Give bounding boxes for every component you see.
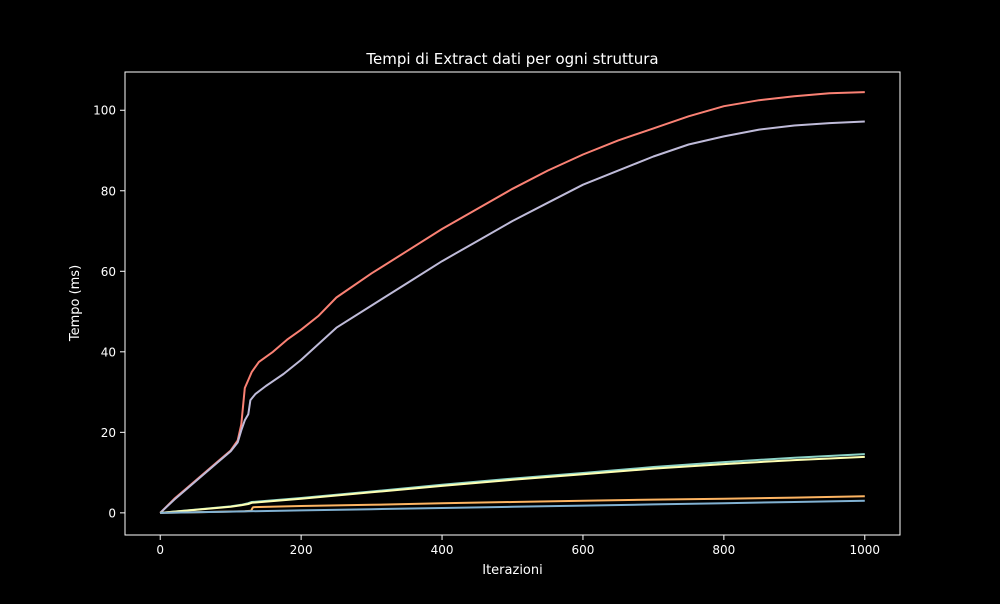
x-tick-label: 800 [712,543,735,557]
x-tick-label: 400 [431,543,454,557]
series-layer [159,91,865,514]
x-tick-label: 0 [156,543,164,557]
y-tick-label: 0 [108,506,116,520]
series-line-6 [160,499,865,514]
y-axis-label: Tempo (ms) [68,265,83,342]
x-axis-label: Iterazioni [482,563,542,578]
plot-area-frame [124,71,901,536]
x-tick-label: 1000 [849,543,880,557]
chart-title: Tempi di Extract dati per ogni struttura [365,50,658,68]
series-line-4 [160,455,865,514]
x-axis-ticks: 0 200 400 600 800 1000 [156,535,880,557]
series-line-2 [159,120,865,514]
y-axis-ticks: 0 20 40 60 80 100 [93,104,125,520]
y-tick-label: 80 [101,184,116,198]
x-tick-label: 600 [572,543,595,557]
y-tick-label: 40 [101,345,116,359]
y-tick-label: 60 [101,265,116,279]
y-tick-label: 20 [101,426,116,440]
x-tick-label: 200 [290,543,313,557]
y-tick-label: 100 [93,104,116,118]
